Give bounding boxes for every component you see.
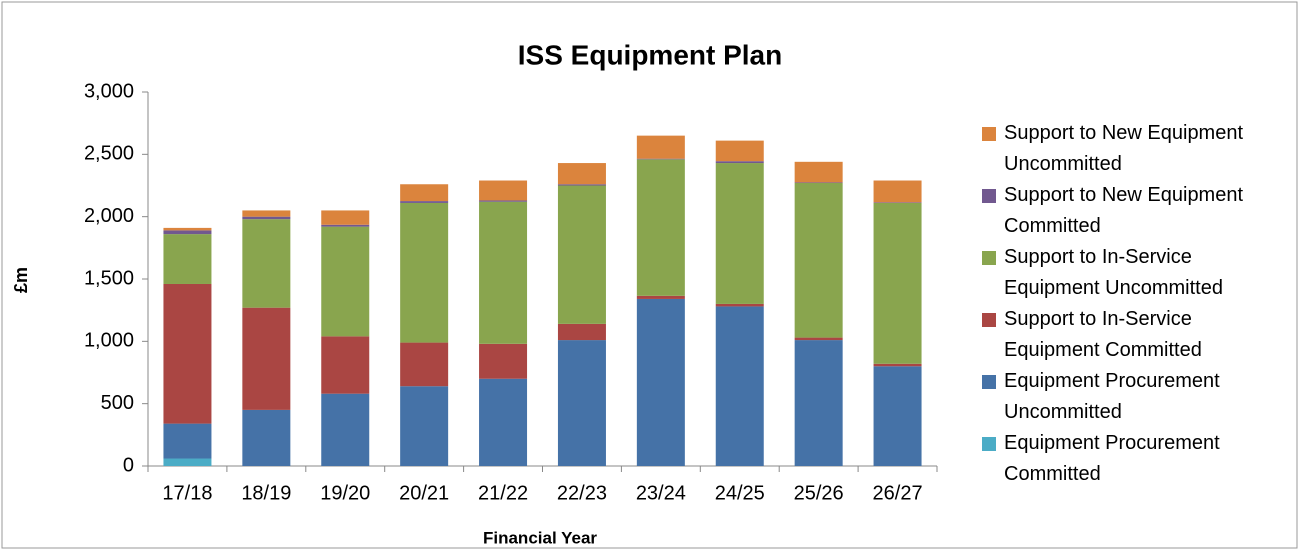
bar-segment [163, 283, 212, 424]
legend-swatch [982, 313, 996, 327]
legend-label: Support to In-Service Equipment Committe… [1004, 308, 1202, 361]
bar-segment [794, 182, 843, 184]
bar-segment [479, 378, 528, 466]
legend-entry: Support to New Equipment Uncommitted [982, 118, 1282, 180]
legend-label: Equipment Procurement Committed [1004, 432, 1220, 485]
legend-label: Support to In-Service Equipment Uncommit… [1004, 246, 1223, 299]
x-tick-label: 23/24 [636, 482, 686, 504]
bar-segment [557, 323, 606, 341]
legend-label: Equipment Procurement Uncommitted [1004, 370, 1220, 423]
x-tick-label: 18/19 [241, 482, 291, 504]
x-tick-label: 25/26 [794, 482, 844, 504]
legend-label: Support to New Equipment Uncommitted [1004, 122, 1244, 175]
x-tick-label: 17/18 [162, 482, 212, 504]
bar-segment [873, 202, 922, 364]
y-tick-label: 3,000 [84, 80, 134, 102]
bar-segment [242, 216, 291, 220]
bar-segment [794, 161, 843, 183]
bar-segment [636, 295, 685, 299]
bar-segment [163, 230, 212, 235]
bar-segment [794, 337, 843, 341]
y-tick-label: 0 [123, 454, 134, 476]
bar-segment [715, 140, 764, 162]
legend-entry: Equipment Procurement Uncommitted [982, 366, 1282, 428]
bar-segment [715, 161, 764, 164]
legend-swatch [982, 437, 996, 451]
x-tick-label: 24/25 [715, 482, 765, 504]
bar-segment [163, 227, 212, 231]
bar-segment [636, 158, 685, 160]
legend-entry: Support to In-Service Equipment Committe… [982, 304, 1282, 366]
bar-segment [321, 336, 370, 394]
bar-segment [400, 201, 449, 203]
y-tick-label: 1,000 [84, 330, 134, 352]
bar-segment [479, 201, 528, 344]
bar-segment [242, 210, 291, 217]
legend-entry: Support to In-Service Equipment Uncommit… [982, 242, 1282, 304]
bar-segment [242, 307, 291, 410]
bar-segment [636, 298, 685, 466]
legend-label: Support to New Equipment Committed [1004, 184, 1244, 237]
legend-entry: Support to New Equipment Committed [982, 180, 1282, 242]
legend-swatch [982, 375, 996, 389]
y-tick-label: 2,500 [84, 143, 134, 165]
bar-segment [479, 343, 528, 379]
bar-segment [242, 219, 291, 308]
bar-segment [557, 184, 606, 186]
bar-segment [636, 159, 685, 296]
bar-segment [400, 342, 449, 387]
legend-swatch [982, 251, 996, 265]
bar-segment [715, 303, 764, 307]
bar-segment [400, 202, 449, 343]
bar-segment [873, 180, 922, 203]
bar-segment [400, 386, 449, 466]
legend-swatch [982, 189, 996, 203]
bar-segment [715, 306, 764, 466]
x-tick-label: 26/27 [873, 482, 923, 504]
bar-segment [479, 180, 528, 201]
bar-segment [163, 423, 212, 459]
chart-title: ISS Equipment Plan [518, 39, 782, 70]
bar-segment [873, 202, 922, 203]
y-tick-label: 500 [101, 392, 134, 414]
bar-segment [321, 210, 370, 225]
bar-segment [163, 234, 212, 284]
bar-segment [479, 200, 528, 202]
bar-segment [557, 163, 606, 185]
bar-segment [873, 366, 922, 466]
legend: Support to New Equipment Uncommitted Supp… [982, 118, 1282, 490]
x-axis-label: Financial Year [483, 528, 597, 547]
bar-segment [873, 363, 922, 367]
bar-segment [794, 183, 843, 338]
bar-segment [794, 340, 843, 466]
bar-segment [163, 458, 212, 466]
bar-segment [321, 393, 370, 466]
bar-segment [557, 340, 606, 466]
bar-segment [242, 409, 291, 466]
bar-segment [636, 135, 685, 159]
legend-swatch [982, 127, 996, 141]
x-tick-label: 19/20 [320, 482, 370, 504]
bar-segment [557, 185, 606, 324]
y-axis-label: £m [11, 267, 31, 293]
bar-segment [400, 184, 449, 202]
bar-segment [321, 226, 370, 337]
legend-entry: Equipment Procurement Committed [982, 428, 1282, 490]
x-tick-label: 20/21 [399, 482, 449, 504]
x-tick-label: 22/23 [557, 482, 607, 504]
bar-segment [715, 163, 764, 304]
x-tick-label: 21/22 [478, 482, 528, 504]
y-tick-label: 1,500 [84, 267, 134, 289]
y-tick-label: 2,000 [84, 205, 134, 227]
bar-segment [321, 224, 370, 227]
